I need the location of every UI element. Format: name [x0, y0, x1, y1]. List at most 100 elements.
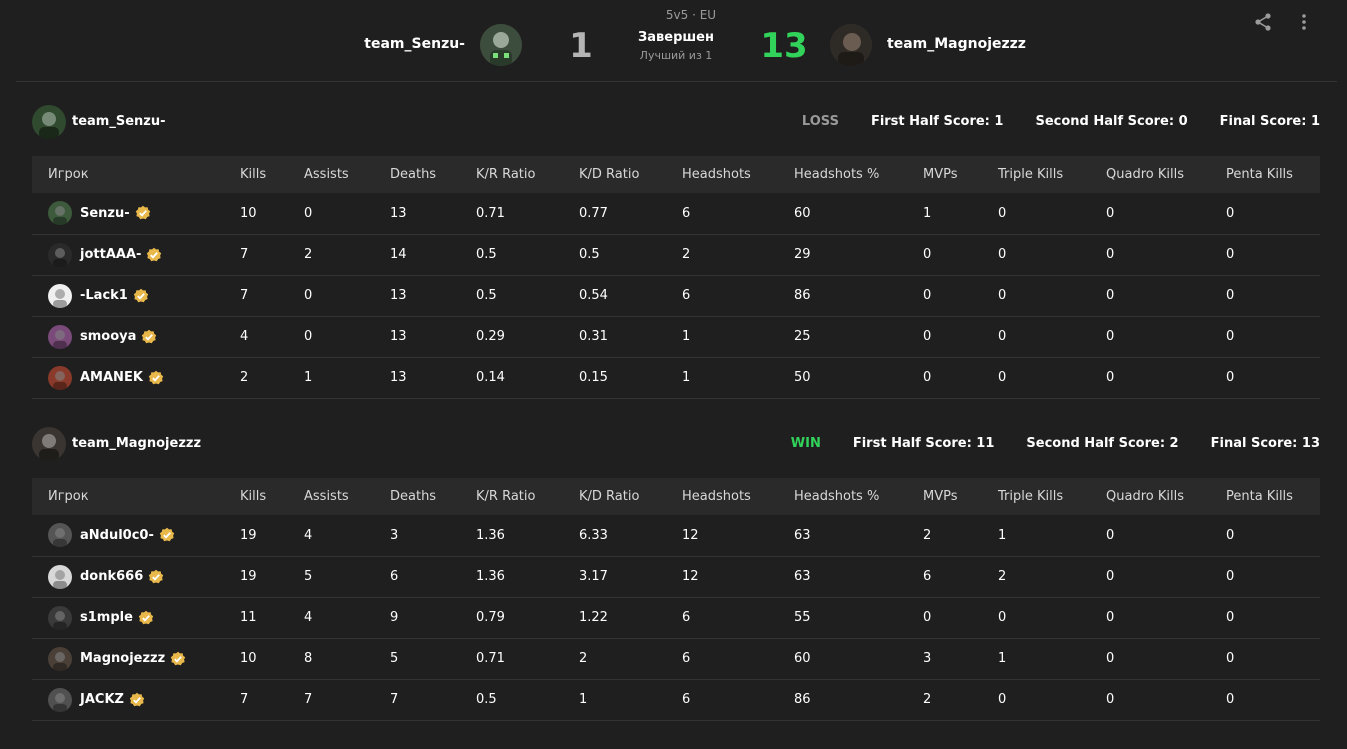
column-header[interactable]: Assists [304, 167, 349, 182]
table-row: AMANEK 2 1 13 0.14 0.15 1 50 0 0 0 0 [32, 357, 1320, 399]
column-header[interactable]: Kills [240, 489, 267, 504]
column-header[interactable]: K/D Ratio [579, 489, 640, 504]
stat-cell: 5 [288, 556, 374, 598]
match-result: LOSS [801, 114, 839, 129]
player-name[interactable]: Senzu- [80, 205, 130, 221]
column-header[interactable]: Penta Kills [1226, 489, 1293, 504]
player-name[interactable]: s1mple [80, 610, 133, 625]
column-header[interactable]: Assists [304, 489, 349, 504]
column-header[interactable]: Игрок [48, 167, 89, 182]
column-header[interactable]: K/D Ratio [579, 167, 640, 182]
player-cell[interactable]: AMANEK [48, 365, 224, 390]
player-cell[interactable]: -Lack1 [48, 283, 224, 308]
player-cell[interactable]: Senzu- [48, 201, 224, 226]
player-cell[interactable]: JACKZ [48, 687, 224, 712]
player-cell[interactable]: s1mple [48, 605, 224, 630]
player-avatar[interactable] [48, 605, 72, 630]
final-score: Final Score: 1 [1219, 114, 1320, 129]
player-avatar[interactable] [48, 365, 72, 390]
team-left-avatar[interactable] [480, 24, 522, 66]
column-header[interactable]: Quadro Kills [1106, 489, 1184, 504]
team-avatar[interactable] [32, 427, 66, 461]
stat-cell: 0.15 [563, 357, 666, 399]
stat-cell: 13 [374, 316, 460, 358]
stat-cell: 0 [1090, 638, 1210, 680]
player-name[interactable]: aNdul0c0- [80, 527, 154, 543]
player-avatar-image [53, 247, 67, 267]
player-avatar[interactable] [48, 324, 72, 349]
stat-cell: 4 [288, 515, 374, 557]
player-name[interactable]: AMANEK [80, 370, 143, 385]
column-header[interactable]: Penta Kills [1226, 167, 1293, 182]
column-header[interactable]: Headshots [682, 489, 751, 504]
first-half-score: First Half Score: 1 [870, 114, 1004, 129]
player-name[interactable]: donk666 [80, 569, 144, 584]
player-name[interactable]: Magnojezzz [80, 651, 166, 666]
column-header[interactable]: Deaths [390, 167, 437, 182]
verified-badge-icon [135, 206, 150, 220]
share-icon[interactable] [1249, 8, 1277, 36]
player-name[interactable]: JACKZ [80, 692, 124, 707]
player-avatar[interactable] [48, 564, 72, 589]
column-header[interactable]: Headshots [682, 167, 751, 182]
player-avatar[interactable] [48, 283, 72, 308]
team-avatar[interactable] [32, 105, 66, 139]
stat-cell: 1 [982, 515, 1090, 557]
team-name[interactable]: team_Magnojezzz [72, 436, 202, 451]
stat-cell: 0.5 [460, 275, 563, 317]
column-header[interactable]: K/R Ratio [476, 167, 536, 182]
player-cell[interactable]: jottAAA- [48, 242, 224, 267]
stat-cell: 1.36 [460, 515, 563, 557]
stat-cell: 0 [1210, 193, 1320, 235]
stat-cell: 0 [907, 275, 982, 317]
stat-cell: 1 [666, 357, 778, 399]
player-cell[interactable]: aNdul0c0- [48, 523, 224, 548]
stat-cell: 0 [982, 357, 1090, 399]
player-cell[interactable]: donk666 [48, 564, 224, 589]
stat-cell: 19 [224, 556, 288, 598]
match-format: 5v5 · EU [665, 8, 717, 22]
team-stats-section: team_Senzu- LOSS First Half Score: 1 Second… [32, 102, 1320, 399]
player-avatar[interactable] [48, 646, 72, 671]
player-name[interactable]: -Lack1 [80, 288, 128, 303]
stat-cell: 1.22 [563, 597, 666, 639]
stat-cell: 0.31 [563, 316, 666, 358]
column-header[interactable]: Kills [240, 167, 267, 182]
team-header: team_Senzu- LOSS First Half Score: 1 Second… [32, 102, 1320, 142]
team-name[interactable]: team_Senzu- [72, 114, 166, 129]
column-header[interactable]: Deaths [390, 489, 437, 504]
stat-cell: 0.5 [460, 679, 563, 721]
player-stats-table: Игрок Kills Assists Deaths K/R Ratio K/D Rati… [32, 156, 1320, 399]
team-right-avatar[interactable] [830, 24, 872, 66]
player-stats-table: Игрок Kills Assists Deaths K/R Ratio K/D Rati… [32, 478, 1320, 721]
column-header[interactable]: Игрок [48, 489, 89, 504]
player-name[interactable]: jottAAA- [80, 247, 142, 262]
column-header[interactable]: K/R Ratio [476, 489, 536, 504]
stat-cell: 3 [374, 515, 460, 557]
column-header[interactable]: Triple Kills [998, 167, 1064, 182]
stat-cell: 2 [224, 357, 288, 399]
team-right-name[interactable]: team_Magnojezzz [887, 36, 1026, 52]
first-half-score: First Half Score: 11 [852, 436, 995, 451]
column-header[interactable]: Headshots % [794, 167, 880, 182]
more-vertical-icon[interactable] [1290, 8, 1318, 36]
team-left-score: 1 [569, 26, 593, 66]
column-header[interactable]: MVPs [923, 489, 958, 504]
column-header[interactable]: Quadro Kills [1106, 167, 1184, 182]
column-header[interactable]: Triple Kills [998, 489, 1064, 504]
player-avatar[interactable] [48, 523, 72, 548]
player-cell[interactable]: smooya [48, 324, 224, 349]
column-header[interactable]: Headshots % [794, 489, 880, 504]
stat-cell: 6 [666, 275, 778, 317]
player-avatar[interactable] [48, 242, 72, 267]
player-avatar[interactable] [48, 201, 72, 226]
stat-cell: 0.71 [460, 193, 563, 235]
player-name[interactable]: smooya [80, 329, 137, 344]
table-row: smooya 4 0 13 0.29 0.31 1 25 0 0 0 0 [32, 316, 1320, 358]
stat-cell: 2 [982, 556, 1090, 598]
player-avatar[interactable] [48, 687, 72, 712]
stat-cell: 14 [374, 234, 460, 276]
column-header[interactable]: MVPs [923, 167, 958, 182]
team-left-name[interactable]: team_Senzu- [364, 36, 465, 52]
player-cell[interactable]: Magnojezzz [48, 646, 224, 671]
